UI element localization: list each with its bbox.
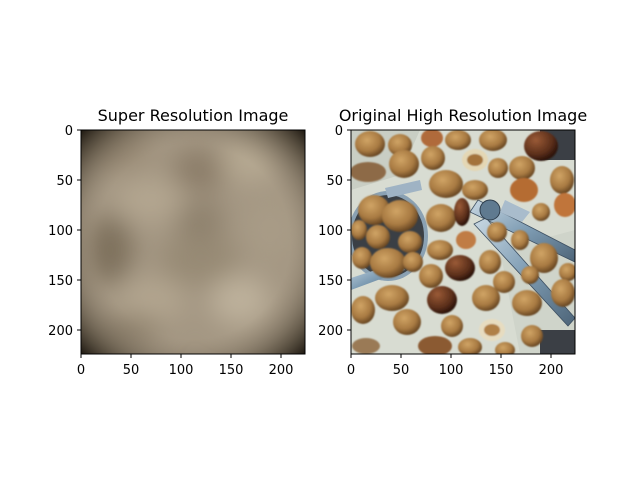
x-tick-label: 100 <box>439 363 464 378</box>
panel-original-high-resolution: Original High Resolution Image <box>318 106 587 378</box>
x-axis-right: 0 50 100 150 200 <box>347 354 564 378</box>
y-tick-label: 200 <box>318 324 343 339</box>
x-tick-label: 0 <box>77 363 85 378</box>
x-axis-left: 0 50 100 150 200 <box>77 354 294 378</box>
x-tick-label: 200 <box>269 363 294 378</box>
panel-super-resolution: Super Resolution Image <box>48 106 306 378</box>
x-tick-label: 0 <box>347 363 355 378</box>
y-tick-label: 0 <box>335 124 343 139</box>
x-tick-label: 200 <box>539 363 564 378</box>
walnuts-photo <box>351 130 575 354</box>
panel-title: Super Resolution Image <box>98 106 289 125</box>
y-tick-label: 50 <box>326 174 343 189</box>
x-tick-label: 150 <box>219 363 244 378</box>
y-tick-label: 100 <box>318 224 343 239</box>
x-tick-label: 150 <box>489 363 514 378</box>
blurred-image <box>81 130 305 354</box>
y-axis-left: 0 50 100 150 200 <box>48 124 81 339</box>
y-tick-label: 100 <box>48 224 73 239</box>
y-tick-label: 50 <box>56 174 73 189</box>
x-tick-label: 100 <box>169 363 194 378</box>
y-tick-label: 200 <box>48 324 73 339</box>
y-tick-label: 150 <box>318 274 343 289</box>
y-tick-label: 0 <box>65 124 73 139</box>
y-tick-label: 150 <box>48 274 73 289</box>
y-axis-right: 0 50 100 150 200 <box>318 124 351 339</box>
panel-title: Original High Resolution Image <box>339 106 587 125</box>
x-tick-label: 50 <box>393 363 410 378</box>
x-tick-label: 50 <box>123 363 140 378</box>
walnuts <box>351 130 575 354</box>
